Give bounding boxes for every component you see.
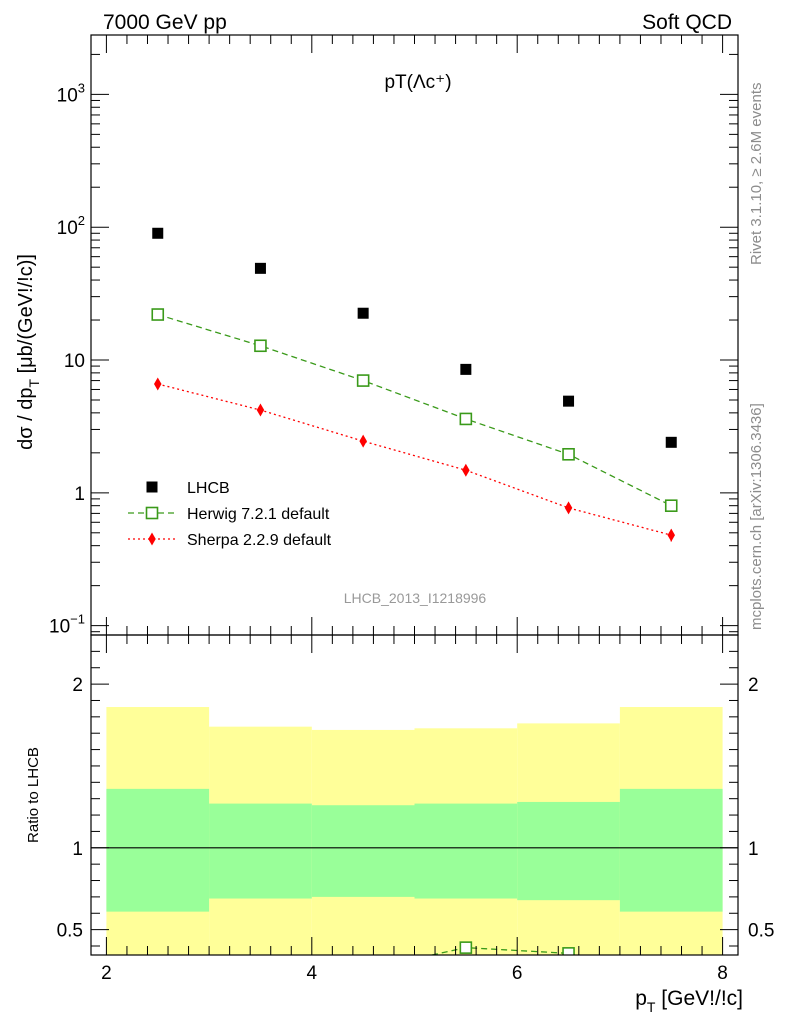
mcplots-label: mcplots.cern.ch [arXiv:1306.3436]	[748, 403, 765, 630]
main-title: pT(Λc⁺)	[384, 72, 451, 93]
main-series-markers	[151, 227, 678, 542]
ratio-y-tick-label: 1	[72, 839, 83, 860]
y-tick-label: 102	[57, 213, 85, 239]
main-y-tick-labels: 10−1 1 10 102 103	[49, 80, 85, 637]
data-point	[254, 339, 267, 353]
data-point	[460, 363, 472, 375]
series-line	[157, 313, 672, 507]
data-point	[256, 403, 265, 417]
watermark: LHCB_2013_I1218996	[344, 590, 487, 606]
data-point	[562, 947, 575, 955]
x-tick-label: 4	[307, 963, 318, 984]
data-point	[667, 528, 675, 542]
ratio-y-tick-label-right: 2	[748, 675, 759, 696]
ratio-y-axis-label: Ratio to LHCB	[25, 747, 42, 843]
legend-entry: Herwig 7.2.1 default	[187, 506, 330, 523]
data-point	[462, 463, 470, 477]
rivet-label: Rivet 3.1.10, ≥ 2.6M events	[748, 83, 765, 266]
ratio-y-tick-labels: 0.5 0.5 1 1 2 2	[57, 675, 775, 942]
data-point	[359, 434, 367, 448]
uncertainty-band-bin	[414, 803, 518, 899]
y-tick-label: 10−1	[49, 612, 85, 638]
main-y-axis-label: dσ / dpT [μb/(GeV!/!c)]	[15, 254, 42, 450]
y-tick-label: 10	[64, 351, 85, 372]
legend-entry: LHCB	[187, 480, 230, 497]
data-point	[564, 501, 573, 515]
ratio-panel: 0.5 0.5 1 1 2 2 2 4 6 8 Ratio to LHCB pT [GeV!/!…	[25, 634, 775, 1015]
process-label: Soft QCD	[642, 11, 732, 34]
data-point	[151, 308, 165, 321]
data-point	[665, 436, 677, 448]
x-tick-label: 2	[101, 963, 112, 984]
legend-entry: Sherpa 2.2.9 default	[187, 532, 332, 549]
data-point	[154, 377, 162, 391]
data-point	[459, 941, 473, 954]
uncertainty-band-bin	[311, 805, 415, 897]
y-tick-label: 103	[57, 80, 85, 106]
ratio-uncertainty-bands	[106, 707, 723, 955]
data-point	[664, 499, 678, 512]
x-axis-label: pT [GeV!/!c]	[635, 987, 743, 1015]
data-point	[254, 262, 266, 274]
uncertainty-band-bin	[106, 788, 210, 912]
main-panel: 10−1 1 10 102 103 pT(Λc⁺) LHCB_2013_I1218996…	[15, 34, 739, 638]
data-point	[563, 395, 575, 407]
x-tick-label: 8	[717, 963, 728, 984]
y-tick-label: 1	[74, 484, 85, 505]
data-point	[152, 227, 164, 239]
data-point	[145, 506, 159, 520]
ratio-y-tick-label-right: 1	[748, 839, 759, 860]
ratio-y-tick-label-right: 0.5	[748, 921, 774, 942]
ratio-ticks	[91, 635, 738, 955]
data-point	[459, 412, 473, 426]
data-point	[357, 307, 369, 319]
data-point	[356, 374, 370, 387]
ratio-frame	[90, 634, 739, 956]
data-point	[562, 447, 575, 461]
main-ticks	[91, 35, 738, 635]
uncertainty-band-bin	[209, 803, 312, 899]
ratio-series	[431, 941, 575, 955]
x-tick-labels: 2 4 6 8	[101, 963, 728, 984]
data-point	[148, 532, 156, 546]
uncertainty-band-bin	[517, 801, 620, 901]
ratio-y-tick-label: 0.5	[57, 921, 83, 942]
uncertainty-band-bin	[619, 788, 723, 912]
main-series-lines	[157, 313, 672, 536]
legend: LHCB Herwig 7.2.1 default Sherpa 2.2.9 def…	[128, 480, 332, 549]
ratio-y-tick-label: 2	[72, 675, 83, 696]
data-point	[146, 481, 158, 493]
x-tick-label: 6	[512, 963, 523, 984]
series-line	[157, 383, 672, 536]
energy-label: 7000 GeV pp	[103, 11, 227, 34]
